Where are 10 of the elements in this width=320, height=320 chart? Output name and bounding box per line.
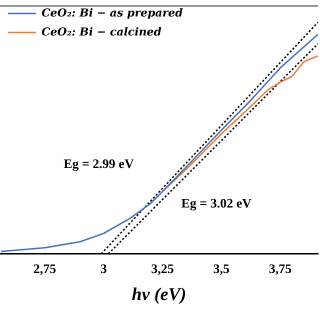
legend-label: CeO₂: Bi − as prepared [42, 6, 184, 20]
x-tick-label: 3,5 [213, 260, 230, 276]
x-tick-label: 3,25 [151, 260, 174, 276]
x-axis-title: hν (eV) [132, 284, 186, 304]
x-tick-label: 2,75 [33, 260, 57, 276]
annotation: Eg = 3.02 eV [181, 196, 252, 211]
annotation: Eg = 2.99 eV [64, 156, 134, 171]
x-tick-label: 3,75 [268, 260, 292, 276]
legend-label: CeO₂: Bi − calcined [42, 25, 162, 38]
x-tick-label: 3 [100, 260, 108, 276]
